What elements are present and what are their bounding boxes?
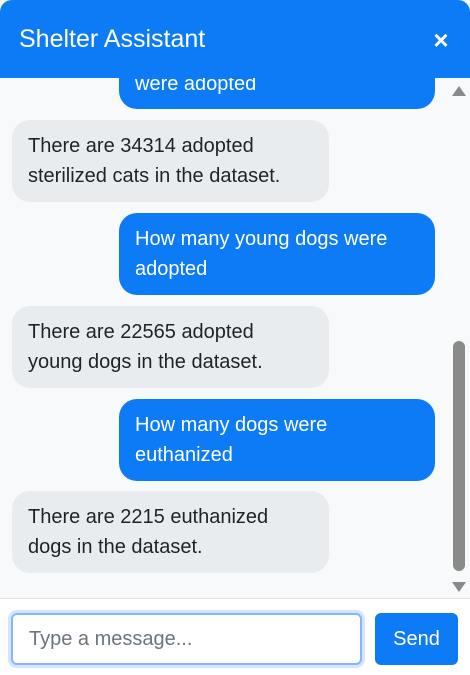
message-text: There are 2215 euthanized dogs in the da… — [28, 506, 269, 558]
composer: Send — [0, 598, 470, 675]
close-button[interactable]: × — [425, 24, 457, 56]
close-icon: × — [433, 25, 449, 55]
message-text: There are 22565 adopted young dogs in th… — [28, 321, 263, 373]
scrollbar-thumb[interactable] — [453, 341, 465, 571]
message-text: There are 34314 adopted sterilized cats … — [28, 135, 281, 187]
bot-message: There are 2215 euthanized dogs in the da… — [12, 491, 329, 573]
chat-title: Shelter Assistant — [19, 25, 206, 53]
scroll-up-arrow-icon[interactable] — [452, 86, 466, 96]
bot-message: There are 22565 adopted young dogs in th… — [12, 306, 329, 388]
user-message: How many dogs were euthanized — [119, 399, 435, 481]
user-message: How many young dogs were adopted — [119, 213, 435, 295]
message-text: How many dogs were euthanized — [135, 414, 328, 466]
bot-message: There are 34314 adopted sterilized cats … — [12, 120, 329, 202]
message-input[interactable] — [11, 613, 362, 665]
message-text: were adopted — [135, 78, 257, 95]
message-text: How many young dogs were adopted — [135, 228, 388, 280]
message-list[interactable]: were adopted There are 34314 adopted ste… — [0, 78, 470, 598]
scroll-down-arrow-icon[interactable] — [452, 582, 466, 592]
chat-header: Shelter Assistant × — [0, 0, 470, 78]
send-button[interactable]: Send — [375, 613, 458, 665]
user-message: were adopted — [119, 78, 435, 109]
